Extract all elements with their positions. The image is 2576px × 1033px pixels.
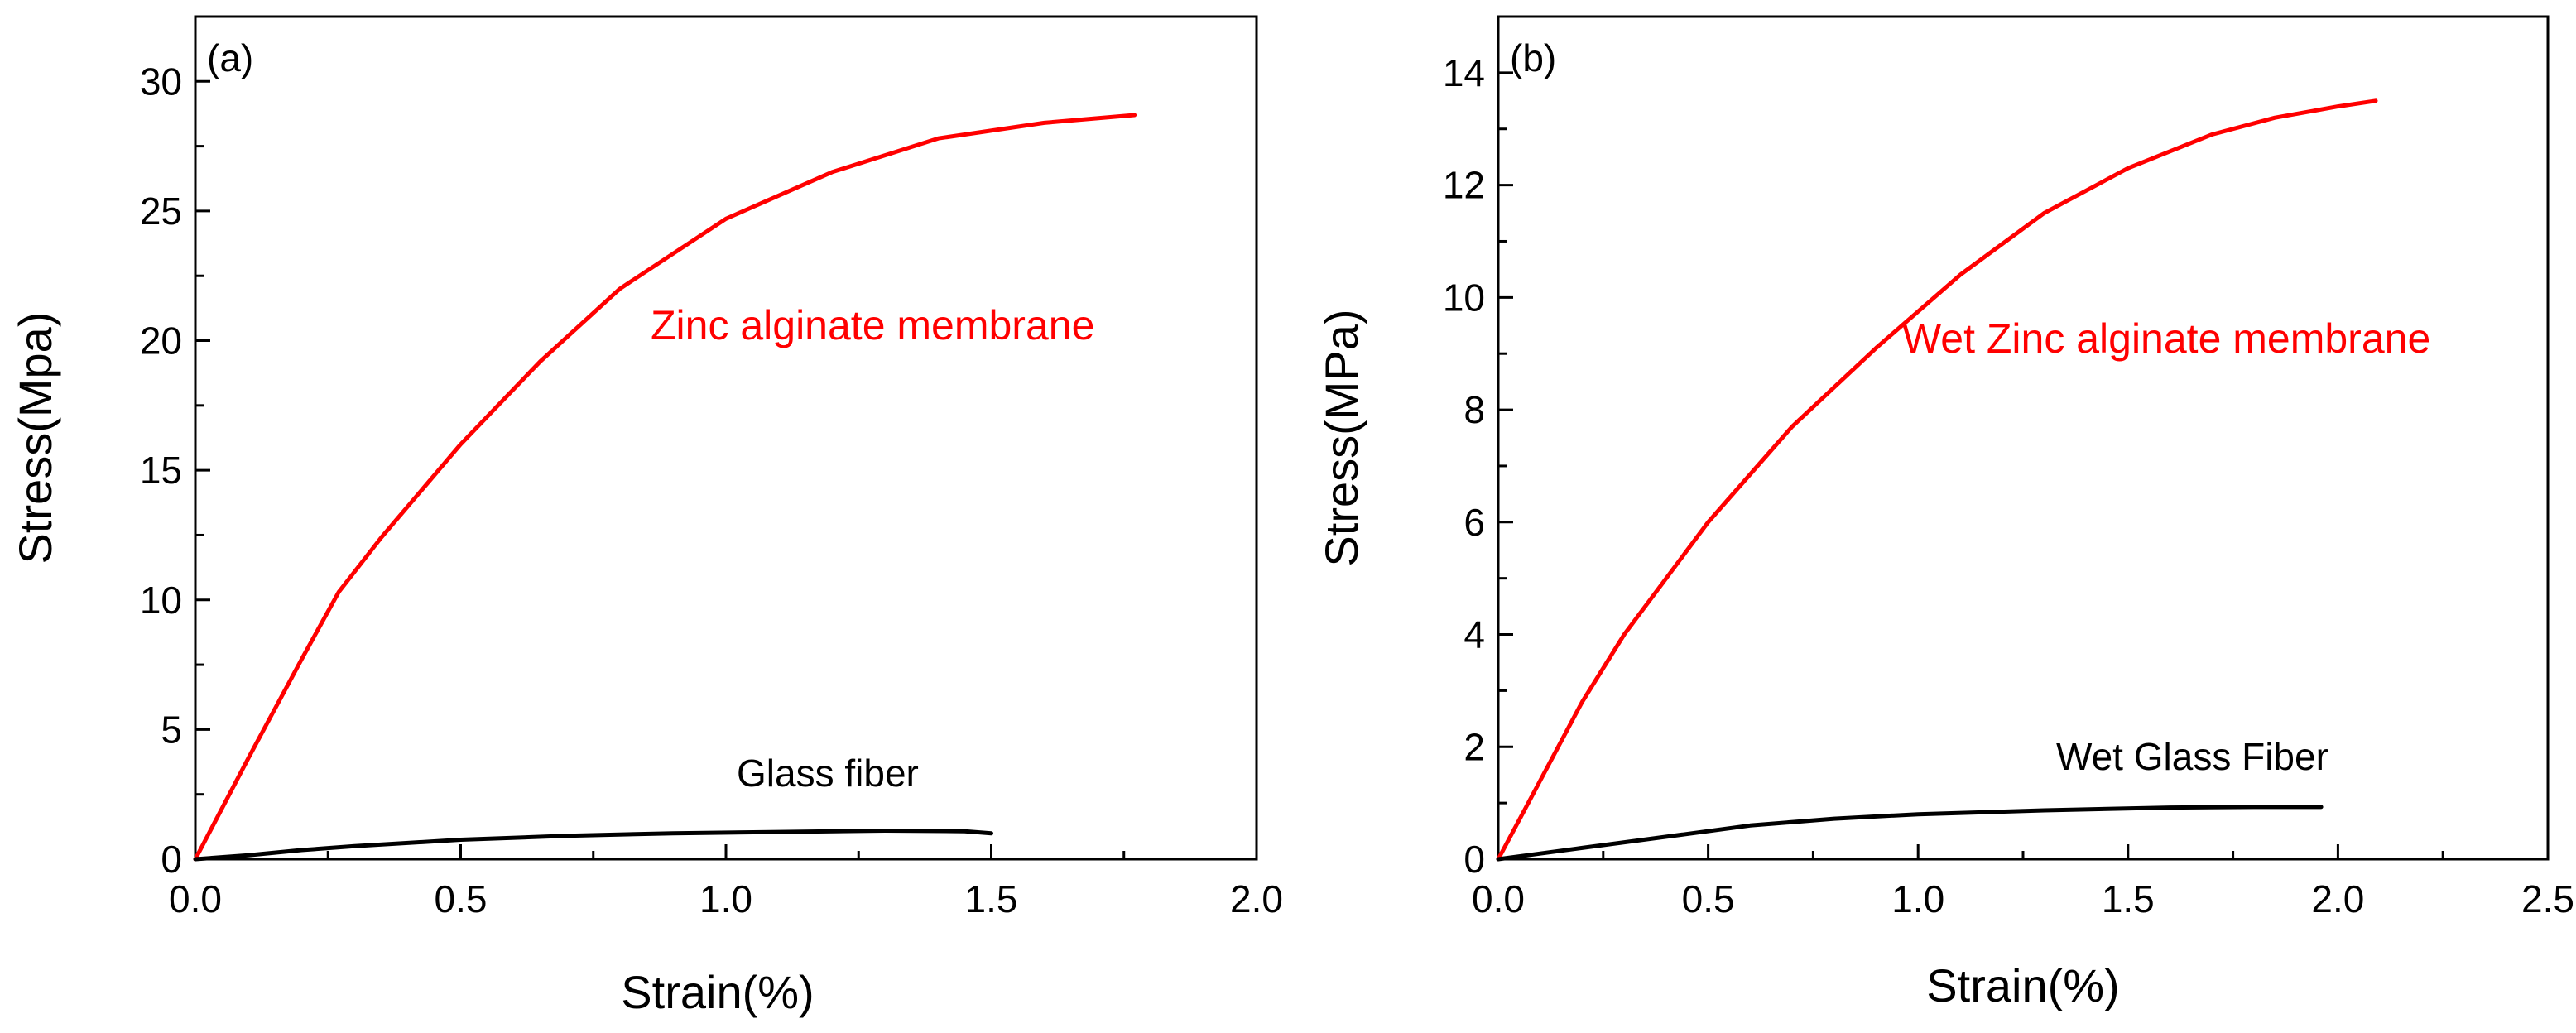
y-tick-label-a: 5	[161, 708, 182, 751]
annotation-glass-fiber: Glass fiber	[737, 752, 919, 795]
y-tick-label-b: 12	[1443, 164, 1485, 207]
series-a	[193, 113, 1137, 862]
annotation-wet-zinc-alginate-membrane: Wet Zinc alginate membrane	[1902, 315, 2430, 362]
y-tick-label-a: 20	[140, 320, 182, 363]
y-tick-label-a: 0	[161, 838, 182, 881]
panel-label-b: (b)	[1510, 36, 1556, 79]
x-tick-label-b: 2.5	[2521, 877, 2574, 920]
panel-b: 0.0 0.5 1.0 1.5 2.0 2.5 0 2 4 6 8 10 12 14 (b) Wet Zi…	[1315, 15, 2574, 1011]
y-tick-label-b: 0	[1463, 838, 1485, 881]
x-tick-label-b: 0.0	[1472, 877, 1525, 920]
panel-label-a: (a)	[207, 36, 253, 79]
ticks-a: 0.0 0.5 1.0 1.5 2.0 0 5 10 15 20 25 30	[140, 60, 1283, 920]
y-tick-label-a: 30	[140, 60, 182, 103]
ticks-b: 0.0 0.5 1.0 1.5 2.0 2.5 0 2 4 6 8 10 12 14	[1443, 51, 2574, 920]
annotation-wet-glass-fiber: Wet Glass Fiber	[2056, 735, 2328, 778]
x-tick-label-a: 1.5	[965, 877, 1018, 920]
y-tick-label-b: 14	[1443, 51, 1485, 94]
y-tick-label-a: 10	[140, 579, 182, 622]
y-tick-label-a: 15	[140, 449, 182, 492]
x-tick-label-a: 2.0	[1230, 877, 1283, 920]
x-axis-label-b: Strain(%)	[1926, 959, 2119, 1011]
panel-a: 0.0 0.5 1.0 1.5 2.0 0 5 10 15 20 25 30 (a) Zinc alg…	[9, 15, 1283, 1018]
y-tick-label-b: 2	[1463, 725, 1485, 768]
y-axis-label-b: Stress(MPa)	[1315, 309, 1367, 566]
y-tick-label-b: 10	[1443, 276, 1485, 319]
x-tick-label-b: 1.5	[2102, 877, 2155, 920]
series-b	[1496, 98, 2378, 862]
y-axis-label-a: Stress(Mpa)	[9, 312, 61, 565]
y-tick-label-a: 25	[140, 190, 182, 233]
plot-frame-a	[194, 15, 1258, 861]
x-tick-label-b: 0.5	[1682, 877, 1735, 920]
plot-frame-b	[1497, 15, 2550, 861]
annotation-zinc-alginate-membrane: Zinc alginate membrane	[651, 302, 1094, 348]
x-tick-label-a: 0.0	[169, 877, 222, 920]
y-tick-label-b: 6	[1463, 501, 1485, 544]
x-tick-label-a: 0.5	[435, 877, 488, 920]
x-tick-label-a: 1.0	[699, 877, 752, 920]
x-tick-label-b: 1.0	[1891, 877, 1944, 920]
series-line-zinc-alginate-membrane	[193, 113, 1137, 862]
y-tick-label-b: 8	[1463, 388, 1485, 431]
series-line-wet-glass-fiber	[1496, 805, 2324, 862]
x-axis-label-a: Strain(%)	[621, 966, 814, 1018]
series-line-glass-fiber	[193, 829, 993, 862]
series-line-wet-zinc-alginate-membrane	[1496, 98, 2378, 862]
y-tick-label-b: 4	[1463, 613, 1485, 656]
x-tick-label-b: 2.0	[2311, 877, 2364, 920]
